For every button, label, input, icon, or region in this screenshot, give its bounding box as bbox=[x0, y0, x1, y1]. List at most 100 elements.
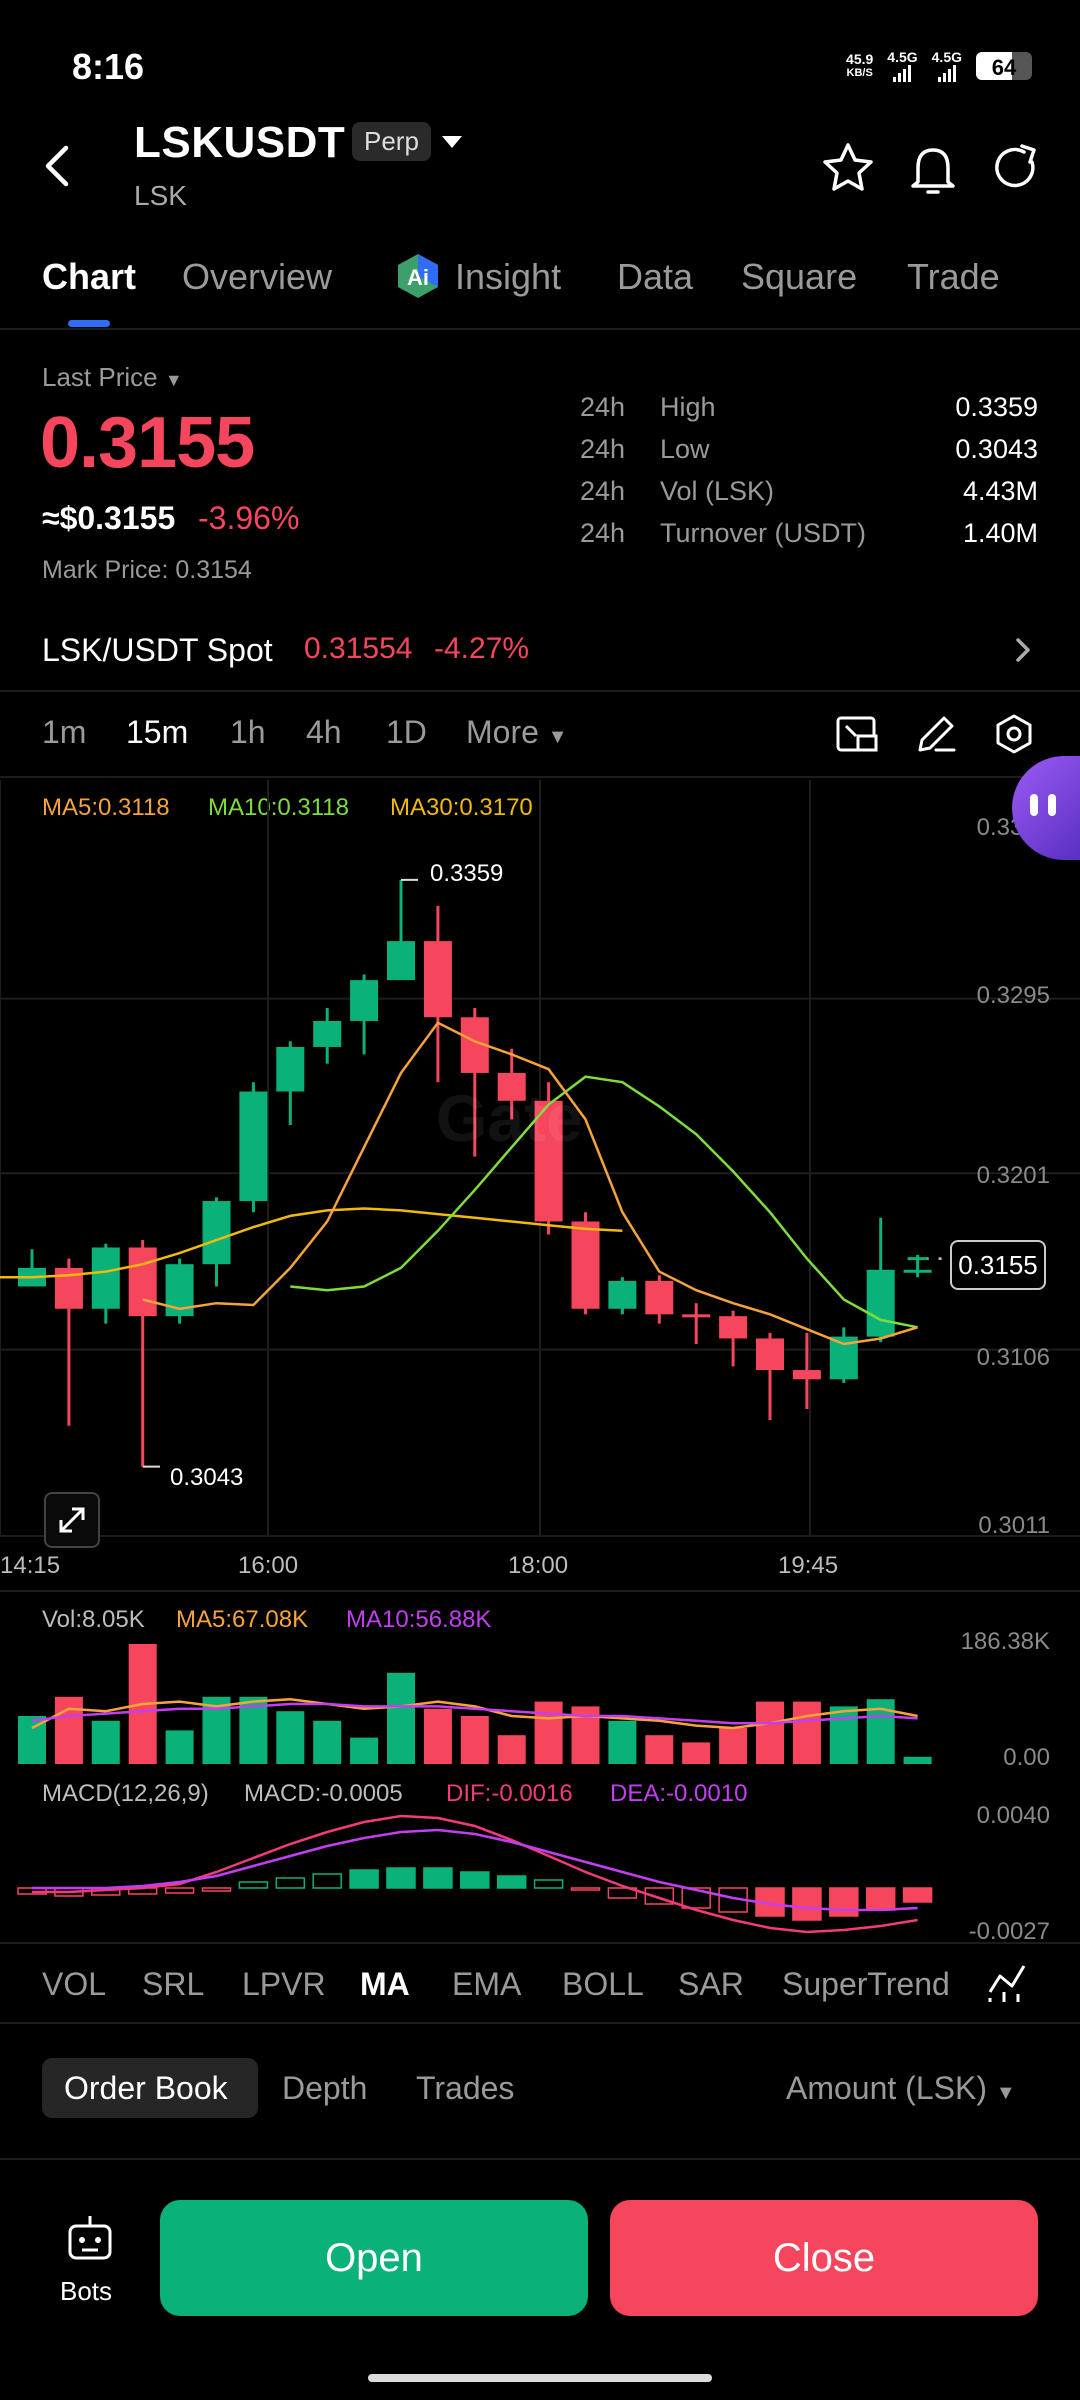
stat-value: 0.3359 bbox=[955, 392, 1038, 422]
volume-bar bbox=[792, 1701, 821, 1764]
indicator-supertrend[interactable]: SuperTrend bbox=[782, 1966, 950, 2002]
amount-selector[interactable]: Amount (LSK) ▼ bbox=[786, 2070, 1016, 2107]
pencil-icon[interactable] bbox=[918, 716, 956, 752]
timeframe-1m[interactable]: 1m bbox=[42, 714, 87, 750]
macd-histogram-bar bbox=[496, 1875, 527, 1889]
candle-body bbox=[91, 1247, 120, 1309]
home-indicator[interactable] bbox=[368, 2374, 712, 2382]
candle-body bbox=[866, 1269, 895, 1337]
close-button[interactable]: Close bbox=[610, 2200, 1038, 2316]
volume-bar bbox=[645, 1735, 674, 1764]
tab-chart[interactable]: Chart bbox=[42, 256, 137, 297]
expand-icon[interactable] bbox=[44, 1492, 100, 1548]
tab-insight[interactable]: Insight bbox=[455, 256, 562, 297]
tab-depth[interactable]: Depth bbox=[282, 2070, 368, 2106]
tab-order-book[interactable]: Order Book bbox=[64, 2070, 228, 2106]
header-icons bbox=[45, 136, 1036, 194]
bots-icon[interactable] bbox=[0, 2210, 1080, 2270]
bell-icon[interactable] bbox=[911, 148, 955, 194]
pair-title[interactable]: LSKUSDT bbox=[134, 118, 346, 167]
volume-bar bbox=[608, 1720, 637, 1764]
x-tick: 16:00 bbox=[238, 1552, 299, 1579]
stat-label: Low bbox=[660, 434, 710, 464]
candle-body bbox=[276, 1046, 305, 1092]
tab-data[interactable]: Data bbox=[617, 256, 694, 297]
candle-body bbox=[645, 1280, 674, 1315]
ma5-line bbox=[142, 1021, 918, 1346]
volume-bar bbox=[756, 1701, 784, 1764]
timeframe-1h[interactable]: 1h bbox=[230, 714, 266, 750]
candle-body bbox=[682, 1314, 711, 1318]
settings-icon[interactable] bbox=[996, 714, 1032, 754]
tab-trades[interactable]: Trades bbox=[416, 2070, 515, 2106]
star-icon[interactable] bbox=[823, 143, 873, 191]
stat-period: 24h bbox=[580, 434, 626, 464]
stat-label: High bbox=[660, 392, 716, 422]
candle-body bbox=[387, 941, 415, 981]
chevron-right-icon[interactable] bbox=[0, 632, 1080, 672]
spot-change: -4.27% bbox=[434, 632, 530, 665]
volume-bar bbox=[276, 1711, 305, 1764]
divider bbox=[0, 1590, 1080, 1592]
caret-down-icon: ▼ bbox=[164, 370, 183, 390]
indicator-vol[interactable]: VOL bbox=[42, 1966, 107, 2002]
fullscreen-landscape-icon[interactable] bbox=[836, 716, 878, 752]
tab-overview[interactable]: Overview bbox=[182, 256, 333, 297]
macd-histogram-bar bbox=[792, 1887, 822, 1921]
macd-histogram-bar bbox=[460, 1871, 490, 1889]
back-arrow-icon[interactable] bbox=[45, 145, 69, 187]
timeframe-more-label: More bbox=[466, 714, 539, 750]
timeframe-15m[interactable]: 15m bbox=[126, 714, 189, 750]
candle-body bbox=[903, 1269, 932, 1273]
last-price-selector[interactable]: Last Price ▼ bbox=[42, 362, 183, 393]
macd-histogram-bar bbox=[570, 1887, 601, 1891]
open-button[interactable]: Open bbox=[160, 2200, 588, 2316]
volume-ma5-legend: MA5:67.08K bbox=[176, 1606, 309, 1633]
x-tick: 19:45 bbox=[778, 1552, 839, 1579]
candle-body bbox=[313, 1020, 342, 1047]
candle-body bbox=[497, 1072, 526, 1101]
macd-dea-line bbox=[32, 1828, 918, 1912]
usd-price: ≈$0.3155 bbox=[42, 500, 176, 536]
refresh-icon[interactable] bbox=[995, 144, 1036, 188]
stat-label: Vol (LSK) bbox=[660, 476, 775, 506]
macd-legend: MACD(12,26,9) bbox=[42, 1780, 209, 1807]
indicator-boll[interactable]: BOLL bbox=[562, 1966, 644, 2002]
volume-bar bbox=[387, 1672, 415, 1764]
stat-value: 4.43M bbox=[962, 476, 1038, 506]
macd-histogram-bar bbox=[201, 1887, 232, 1892]
timeframe-1d[interactable]: 1D bbox=[386, 714, 427, 750]
chevron-down-icon[interactable] bbox=[442, 136, 462, 148]
candle-body bbox=[239, 1091, 268, 1202]
battery-icon: 64 bbox=[976, 52, 1032, 80]
timeframe-more[interactable]: More ▼ bbox=[466, 714, 568, 751]
indicator-settings-icon[interactable] bbox=[0, 1954, 1080, 2014]
indicator-sar[interactable]: SAR bbox=[678, 1966, 744, 2002]
macd-dif: DIF:-0.0016 bbox=[446, 1780, 573, 1807]
tab-trade[interactable]: Trade bbox=[907, 256, 1000, 297]
timeframe-4h[interactable]: 4h bbox=[306, 714, 342, 750]
macd-histogram-bar bbox=[607, 1887, 638, 1899]
y-tick: 0.3201 bbox=[976, 1162, 1050, 1189]
volume-y-max: 186.38K bbox=[960, 1628, 1050, 1655]
macd-dea: DEA:-0.0010 bbox=[610, 1780, 748, 1807]
indicator-lpvr[interactable]: LPVR bbox=[242, 1966, 326, 2002]
volume-bar bbox=[829, 1706, 858, 1764]
battery-level: 64 bbox=[991, 55, 1017, 80]
last-price: 0.3155 bbox=[40, 403, 255, 483]
tab-square[interactable]: Square bbox=[741, 256, 858, 297]
signal-icon: 4.5G bbox=[887, 50, 918, 82]
contract-type-badge[interactable]: Perp bbox=[352, 122, 431, 161]
mark-price: Mark Price: 0.3154 bbox=[42, 556, 252, 584]
spot-row[interactable]: LSK/USDT Spot bbox=[42, 632, 273, 668]
ma10-line bbox=[290, 1075, 918, 1329]
indicator-ema[interactable]: EMA bbox=[452, 1966, 522, 2002]
indicator-ma[interactable]: MA bbox=[360, 1966, 410, 2002]
bots-label[interactable]: Bots bbox=[60, 2276, 113, 2306]
macd-histogram-bar bbox=[533, 1879, 564, 1889]
candle-body bbox=[534, 1100, 563, 1222]
indicator-srl[interactable]: SRL bbox=[142, 1966, 205, 2002]
candle-body bbox=[423, 941, 452, 1018]
y-tick: 0.3295 bbox=[976, 982, 1050, 1009]
